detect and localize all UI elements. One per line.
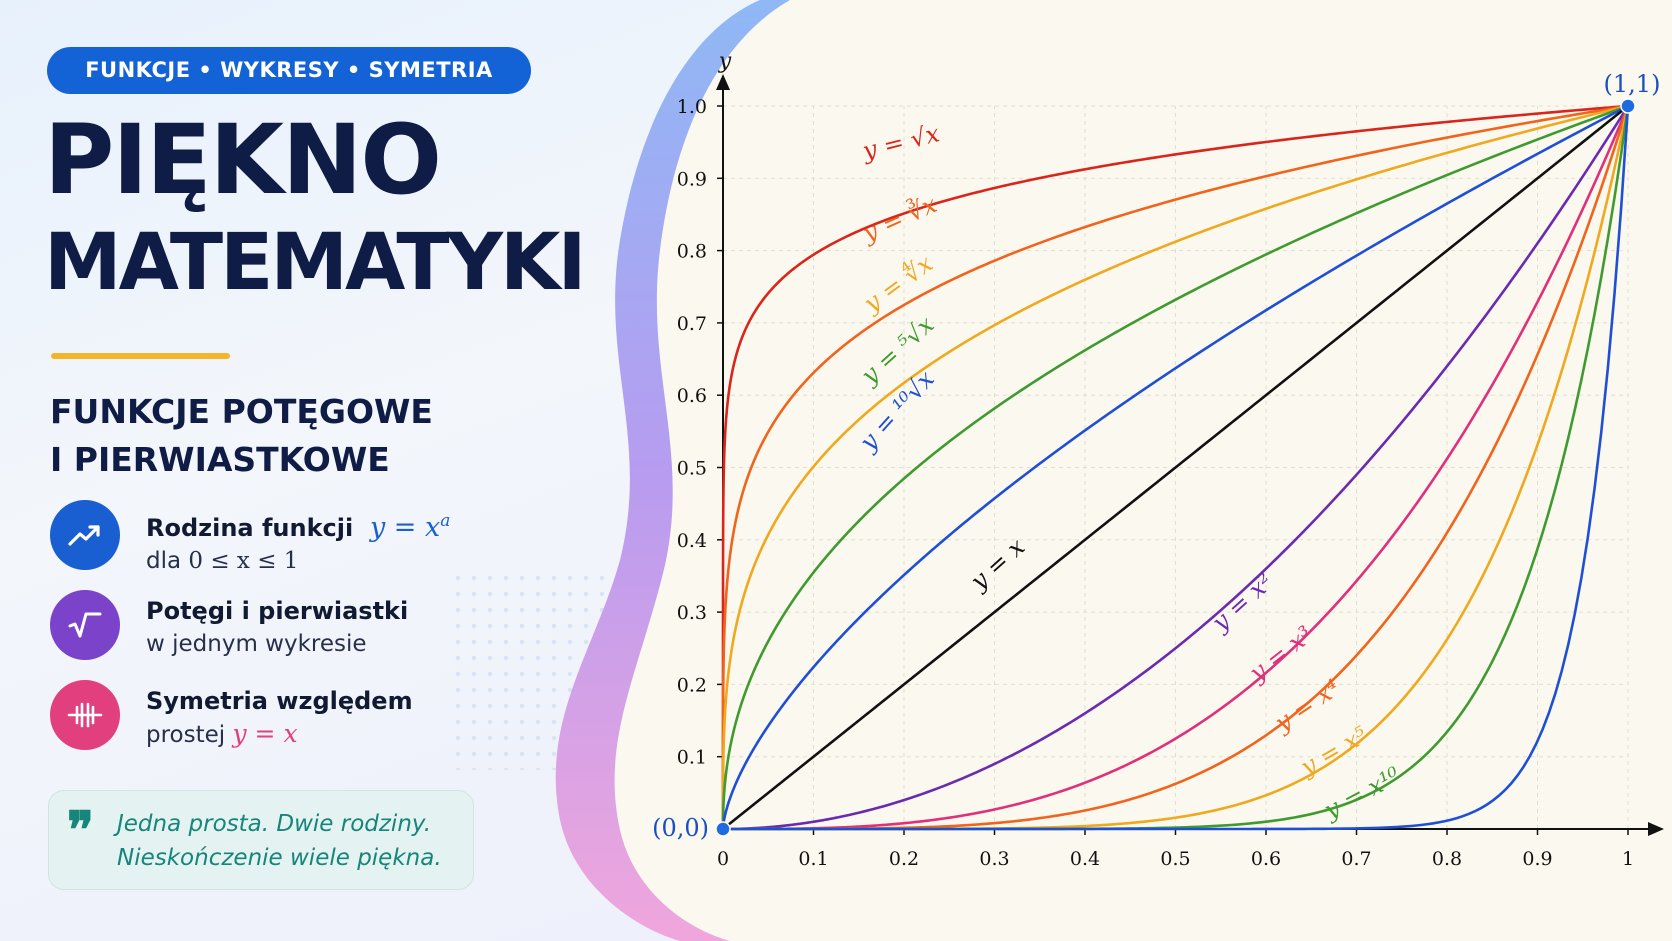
quote-icon: ❞ [67,800,94,859]
feature-desc: prostej [146,722,226,748]
x-tick-label: 0.1 [798,848,828,870]
section-subtitle: FUNKCJE POTĘGOWE I PIERWIASTKOWE [50,388,433,484]
quote-line1: Jedna prosta. Dwie rodziny. [117,811,432,837]
y-axis-arrow [716,74,730,90]
y-tick-label: 0.5 [677,458,707,480]
y-tick-label: 0.6 [677,385,707,407]
feature-desc-math: y = x [232,719,298,748]
feature-title-math: y = x [369,512,441,543]
x-tick-label: 1 [1622,848,1634,870]
curve-label-7: y = x³ [1243,620,1318,687]
y-tick-label: 0.8 [677,241,707,263]
y-axis-label: y [718,49,732,74]
title-underline [51,353,230,359]
subtitle-line1: FUNKCJE POTĘGOWE [50,392,433,431]
y-tick-label: 0.9 [677,168,707,190]
quote-line2: Nieskończenie wiele piękna. [117,845,442,871]
feature-title: Symetria względem [146,687,413,715]
feature-title: Potęgi i pierwiastki [146,597,409,625]
series-line-1 [721,104,1629,829]
x-tick-label: 0.9 [1522,848,1552,870]
x-tick-label: 0.5 [1160,848,1190,870]
x-tick-label: 0.7 [1341,848,1371,870]
x-tick-label: 0.4 [1070,848,1100,870]
x-tick-label: 0.8 [1432,848,1462,870]
y-tick-label: 0.1 [677,747,707,769]
x-tick-label: 0.6 [1251,848,1281,870]
y-tick-label: 0.4 [677,530,707,552]
feature-desc: dla [146,548,182,574]
series-line-2 [721,104,1629,829]
feature-title: Rodzina funkcji [146,514,354,542]
curve-label-8: y = x⁴ [1269,674,1345,738]
key-point-marker [715,821,731,837]
x-tick-label: 0 [717,848,729,870]
key-point-label: (1,1) [1604,70,1661,98]
feature-title-math-exponent: a [440,511,451,531]
series-line-3 [721,104,1629,829]
curve-label-10: y = x¹⁰ [1319,761,1406,825]
x-axis-arrow [1648,822,1664,836]
x-tick-label: 0.2 [889,848,919,870]
series-line-4 [721,104,1629,829]
key-point-marker [1620,98,1636,114]
square-root-icon [50,590,120,660]
x-tick-label: 0.3 [979,848,1009,870]
trending-up-icon [50,500,120,570]
page-title-line1: PIĘKNO [44,104,442,216]
feature-desc: w jednym wykresie [146,631,367,657]
curve-label-0: y = √x [859,119,943,165]
y-tick-label: 0.7 [677,313,707,335]
y-tick-label: 0.3 [677,602,707,624]
curve-label-9: y = x⁵ [1295,721,1373,782]
curve-label-5: y = x [964,532,1030,596]
topic-pill: FUNKCJE • WYKRESY • SYMETRIA [47,47,531,94]
key-point-label: (0,0) [652,814,709,842]
quote-box: ❞ Jedna prosta. Dwie rodziny. Nieskończe… [48,790,474,890]
page-title-line2: MATEMATYKI [44,218,586,308]
curve-label-1: y = ∛x [857,189,941,248]
symmetry-icon [50,680,120,750]
y-tick-label: 1.0 [677,96,707,118]
subtitle-line2: I PIERWIASTKOWE [50,440,390,479]
feature-desc-math: 0 ≤ x ≤ 1 [188,548,299,574]
series-line-0 [721,104,1629,829]
y-tick-label: 0.2 [677,674,707,696]
curve-label-6: y = x² [1206,568,1279,638]
